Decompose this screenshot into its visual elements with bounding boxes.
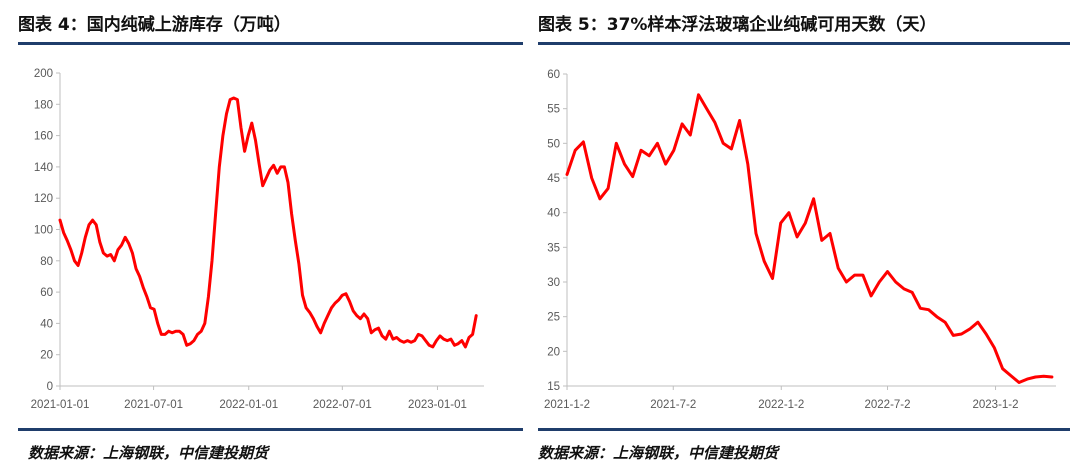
y-tick-label: 60 xyxy=(40,287,53,299)
title-rule xyxy=(538,42,1070,45)
x-tick-label: 2022-07-01 xyxy=(313,399,372,411)
y-tick-label: 20 xyxy=(547,346,560,358)
x-tick-label: 2022-7-2 xyxy=(864,399,910,411)
x-tick-label: 2021-01-01 xyxy=(31,399,90,411)
y-tick-label: 160 xyxy=(34,131,53,143)
y-tick-label: 180 xyxy=(34,99,53,111)
x-tick-label: 2021-1-2 xyxy=(544,399,590,411)
x-tick-label: 2023-1-2 xyxy=(973,399,1019,411)
x-tick-label: 2023-01-01 xyxy=(408,399,467,411)
inventory-line-chart: 0 20 40 60 80 100 120 140 160 180 200 2021-01-01 202… xyxy=(31,68,484,411)
y-tick-label: 40 xyxy=(547,208,560,220)
y-tick-label: 45 xyxy=(547,173,560,185)
source-rule xyxy=(538,428,1070,431)
y-tick-label: 80 xyxy=(40,256,53,268)
y-tick-label: 100 xyxy=(34,225,53,237)
chart-panel-inventory: 图表 4：国内纯碱上游库存（万吨） 0 20 40 60 80 100 120 140 160 1… xyxy=(18,15,523,462)
x-tick-label: 2022-01-01 xyxy=(219,399,278,411)
y-tick-label: 0 xyxy=(47,381,53,393)
chart-title: 图表 4：国内纯碱上游库存（万吨） xyxy=(18,15,291,35)
x-tick-label: 2021-07-01 xyxy=(124,399,183,411)
chart-title: 图表 5：37%样本浮法玻璃企业纯碱可用天数（天） xyxy=(538,15,937,35)
series-line xyxy=(58,96,478,349)
y-tick-label: 200 xyxy=(34,68,53,80)
source-note: 数据来源：上海钢联，中信建投期货 xyxy=(538,444,779,462)
y-tick-label: 30 xyxy=(547,277,560,289)
y-tick-label: 120 xyxy=(34,193,53,205)
y-tick-label: 60 xyxy=(547,69,560,81)
y-tick-label: 40 xyxy=(40,318,53,330)
series-line xyxy=(565,93,1054,384)
y-tick-label: 50 xyxy=(547,138,560,150)
x-tick-label: 2021-7-2 xyxy=(650,399,696,411)
y-tick-label: 140 xyxy=(34,162,53,174)
chart-panel-usable-days: 图表 5：37%样本浮法玻璃企业纯碱可用天数（天） 15 20 25 30 35 40 45… xyxy=(538,0,1080,474)
x-tick-label: 2022-1-2 xyxy=(758,399,804,411)
source-note: 数据来源：上海钢联，中信建投期货 xyxy=(28,444,269,462)
y-tick-label: 25 xyxy=(547,312,560,324)
usable-days-line-chart: 15 20 25 30 35 40 45 50 55 60 2021-1-2 2021-7-2 2022… xyxy=(544,69,1056,411)
y-tick-label: 20 xyxy=(40,350,53,362)
y-tick-label: 15 xyxy=(547,381,560,393)
source-rule xyxy=(18,428,523,431)
y-tick-label: 35 xyxy=(547,242,560,254)
title-rule xyxy=(18,42,523,45)
y-tick-label: 55 xyxy=(547,104,560,116)
